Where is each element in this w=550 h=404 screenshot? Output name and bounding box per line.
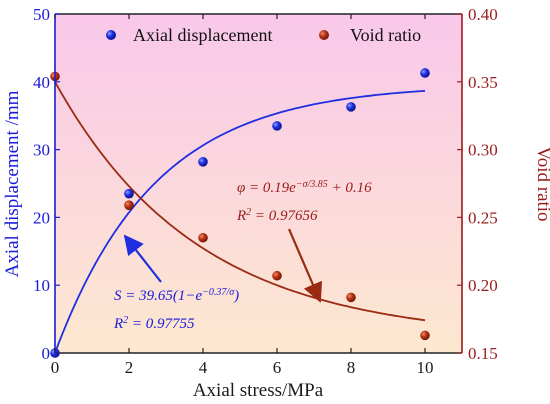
point-void-ratio (198, 232, 208, 243)
point-axial-displacement (420, 68, 430, 78)
y-left-tick-label: 0 (42, 344, 51, 363)
y-axis-right-title: Void ratio (533, 146, 550, 221)
y-left-tick-label: 20 (33, 208, 50, 227)
y-left-tick-label: 10 (33, 276, 50, 295)
y-axis-left-title: Axial displacement /mm (2, 90, 23, 277)
legend-marker-axial-displacement (106, 30, 116, 40)
legend-marker-void-ratio (319, 30, 329, 40)
x-tick-label: 4 (199, 358, 208, 377)
fit-curve-void-ratio (54, 81, 426, 322)
y-right-tick-label: 0.35 (468, 73, 498, 92)
blue-fit-annotation: S = 39.65(1−e−0.37/σ) R2 = 0.97755 (113, 234, 239, 333)
fit-curve-axial-displacement (54, 89, 426, 354)
point-axial-displacement (346, 102, 356, 112)
point-axial-displacement (272, 121, 282, 131)
red-fit-equation: φ = 0.19e−σ/3.85 + 0.16 (237, 179, 372, 197)
blue-annotation-arrow (123, 234, 162, 283)
red-fit-r2: R2 = 0.97656 (236, 207, 318, 225)
x-axis-title: Axial stress/MPa (193, 380, 324, 401)
y-right-tick-label: 0.15 (468, 344, 498, 363)
legend-label-axial-displacement: Axial displacement (133, 25, 272, 45)
x-tick-label: 2 (125, 358, 134, 377)
y-right-tick-label: 0.40 (468, 5, 498, 24)
x-tick-label: 0 (51, 358, 60, 377)
red-annotation-arrow (287, 228, 323, 303)
y-right-tick-label: 0.20 (468, 276, 498, 295)
point-void-ratio (124, 200, 134, 210)
x-tick-label: 6 (273, 358, 282, 377)
y-left-tick-label: 30 (33, 141, 50, 160)
plot-background (55, 14, 462, 353)
tick-labels: 0 2 4 6 8 10 0 10 20 30 40 50 0.15 0.20 0.25 0.30 0.35 0.… (33, 5, 498, 377)
y-left-tick-label: 40 (33, 73, 50, 92)
x-tick-label: 8 (347, 358, 356, 377)
legend-label-void-ratio: Void ratio (350, 25, 421, 45)
point-void-ratio (420, 330, 430, 341)
point-void-ratio (346, 292, 356, 303)
y-left-tick-label: 50 (33, 5, 50, 24)
blue-fit-equation: S = 39.65(1−e−0.37/σ) (114, 287, 239, 305)
red-fit-annotation: φ = 0.19e−σ/3.85 + 0.16 R2 = 0.97656 (236, 179, 372, 303)
y-right-tick-label: 0.25 (468, 208, 498, 227)
point-void-ratio (272, 270, 282, 281)
y-right-tick-label: 0.30 (468, 141, 498, 160)
fit-curves (54, 81, 426, 354)
x-tick-label: 10 (417, 358, 434, 377)
axes (54, 13, 463, 354)
point-axial-displacement (198, 157, 208, 167)
point-axial-displacement (124, 188, 134, 199)
blue-fit-r2: R2 = 0.97755 (113, 315, 195, 333)
legend: Axial displacement Void ratio (106, 25, 421, 45)
